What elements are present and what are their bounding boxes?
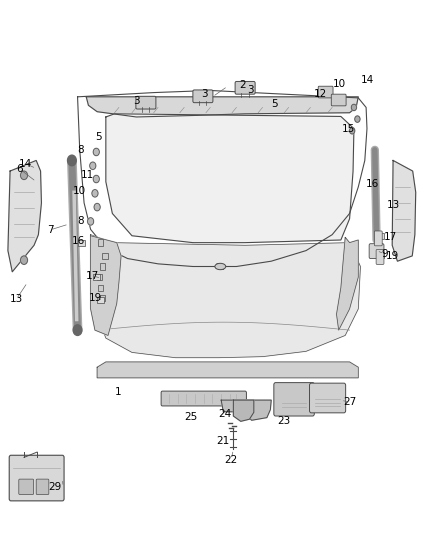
Polygon shape <box>91 235 360 358</box>
Text: 12: 12 <box>314 88 328 99</box>
Text: 14: 14 <box>360 75 374 85</box>
Text: 21: 21 <box>217 437 230 447</box>
Text: 11: 11 <box>81 171 94 180</box>
Bar <box>93 274 100 280</box>
Text: 19: 19 <box>89 293 102 303</box>
Text: 17: 17 <box>86 271 99 281</box>
Circle shape <box>93 148 99 156</box>
Text: 2: 2 <box>240 79 246 90</box>
Text: 10: 10 <box>73 186 86 196</box>
FancyBboxPatch shape <box>310 383 346 413</box>
Text: 7: 7 <box>47 225 53 235</box>
FancyBboxPatch shape <box>274 383 314 416</box>
FancyBboxPatch shape <box>318 86 333 98</box>
Text: 3: 3 <box>133 96 140 106</box>
FancyBboxPatch shape <box>235 82 255 94</box>
Text: 13: 13 <box>10 294 23 304</box>
Polygon shape <box>106 114 354 243</box>
FancyBboxPatch shape <box>136 96 156 109</box>
Circle shape <box>21 256 28 264</box>
Bar <box>98 239 103 246</box>
Bar <box>102 253 108 259</box>
FancyBboxPatch shape <box>9 455 64 501</box>
Text: 19: 19 <box>385 251 399 261</box>
Polygon shape <box>221 400 271 420</box>
FancyBboxPatch shape <box>376 249 384 264</box>
FancyBboxPatch shape <box>161 391 247 406</box>
Text: 5: 5 <box>272 99 278 109</box>
Polygon shape <box>233 400 254 421</box>
Polygon shape <box>91 236 121 335</box>
Polygon shape <box>392 160 416 261</box>
FancyBboxPatch shape <box>193 90 213 103</box>
Text: 8: 8 <box>77 216 84 226</box>
Text: 29: 29 <box>48 482 61 492</box>
Circle shape <box>94 204 100 211</box>
Bar <box>97 274 102 280</box>
Circle shape <box>88 217 94 225</box>
Text: 23: 23 <box>278 416 291 426</box>
Circle shape <box>351 104 357 111</box>
Text: 6: 6 <box>16 164 23 174</box>
Text: 16: 16 <box>72 236 85 246</box>
Polygon shape <box>8 160 42 272</box>
Circle shape <box>355 116 360 122</box>
Text: 15: 15 <box>342 124 355 134</box>
Circle shape <box>92 190 98 197</box>
Text: 8: 8 <box>78 146 85 156</box>
Bar <box>97 297 104 303</box>
Ellipse shape <box>215 263 226 270</box>
Text: 14: 14 <box>19 159 32 168</box>
Text: 1: 1 <box>115 387 121 397</box>
Polygon shape <box>86 97 358 117</box>
Circle shape <box>90 162 96 169</box>
Bar <box>100 295 105 302</box>
Text: 25: 25 <box>184 411 198 422</box>
FancyBboxPatch shape <box>36 479 49 495</box>
FancyBboxPatch shape <box>369 244 384 259</box>
Bar <box>98 285 103 291</box>
Bar <box>378 252 385 258</box>
Circle shape <box>67 155 76 166</box>
Polygon shape <box>97 362 358 378</box>
Text: 22: 22 <box>225 455 238 464</box>
Circle shape <box>73 325 82 335</box>
Text: 3: 3 <box>201 88 208 99</box>
Circle shape <box>21 171 28 180</box>
Text: 3: 3 <box>247 85 254 95</box>
FancyBboxPatch shape <box>331 94 346 106</box>
Text: 17: 17 <box>383 232 397 242</box>
Polygon shape <box>336 237 358 330</box>
Bar <box>377 232 384 239</box>
FancyBboxPatch shape <box>19 479 34 495</box>
Text: 10: 10 <box>332 78 346 88</box>
Text: 9: 9 <box>381 249 388 259</box>
Text: 13: 13 <box>386 200 400 210</box>
Bar <box>78 240 85 246</box>
FancyBboxPatch shape <box>374 231 382 246</box>
Bar <box>100 263 105 270</box>
Text: 16: 16 <box>366 179 379 189</box>
Circle shape <box>93 175 99 183</box>
Circle shape <box>350 127 355 134</box>
Text: 24: 24 <box>219 409 232 419</box>
Text: 5: 5 <box>95 132 101 142</box>
Text: 27: 27 <box>343 397 356 407</box>
